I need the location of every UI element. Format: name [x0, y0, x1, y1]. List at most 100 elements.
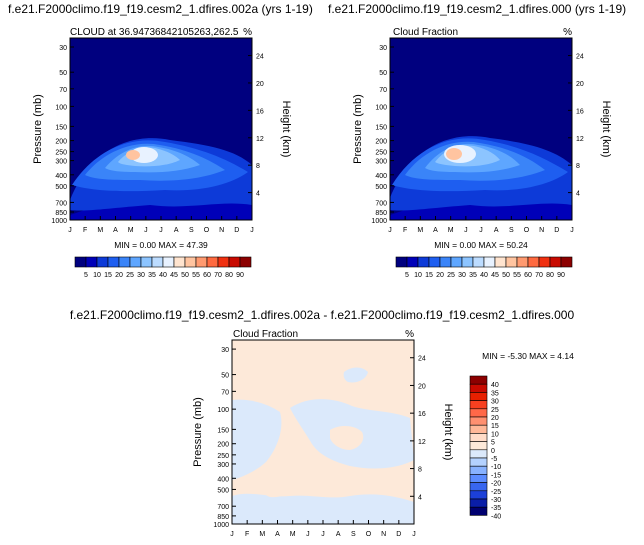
colorbar-label: 60	[524, 272, 532, 279]
x-tick-label: S	[189, 227, 194, 234]
colorbar-label: 70	[214, 272, 222, 279]
y-tick-label: 30	[59, 45, 67, 52]
colorbar-label: 25	[491, 407, 499, 414]
y-tick-label: 1000	[213, 522, 229, 529]
panel1-ylabel-right: Height (km)	[280, 101, 292, 158]
colorbar-box	[461, 256, 474, 268]
y2-tick-label: 24	[256, 54, 264, 61]
colorbar-box	[217, 256, 230, 268]
x-tick-label: N	[539, 227, 544, 234]
colorbar-box	[206, 256, 219, 268]
colorbar-label: -30	[491, 497, 501, 504]
colorbar-box	[85, 256, 98, 268]
y-tick-label: 70	[379, 87, 387, 94]
y-tick-label: 200	[55, 139, 67, 146]
y2-tick-label: 20	[256, 81, 264, 88]
colorbar-box	[450, 256, 463, 268]
colorbar-label: 80	[225, 272, 233, 279]
panel2-ylabel: Pressure (mb)	[352, 94, 364, 164]
y2-tick-label: 20	[418, 383, 426, 390]
y2-tick-label: 24	[576, 54, 584, 61]
colorbar-box	[505, 256, 518, 268]
x-tick-label: J	[306, 531, 310, 538]
y2-tick-label: 12	[418, 439, 426, 446]
colorbar-label: 45	[170, 272, 178, 279]
x-tick-label: N	[219, 227, 224, 234]
panel2-field	[390, 38, 572, 220]
panel2-peak	[446, 148, 462, 160]
x-tick-label: M	[128, 227, 134, 234]
y-tick-label: 50	[221, 373, 229, 380]
y-tick-label: 500	[375, 184, 387, 191]
y-tick-label: 1000	[371, 218, 387, 225]
y2-tick-label: 24	[418, 356, 426, 363]
panel3-ylabel: Pressure (mb)	[192, 397, 204, 467]
panel1-ylabel: Pressure (mb)	[32, 94, 44, 164]
colorbar-box	[483, 256, 496, 268]
colorbar-label: 50	[502, 272, 510, 279]
colorbar-label: -10	[491, 464, 501, 471]
colorbar-box	[469, 506, 488, 516]
colorbar-label: 5	[405, 272, 409, 279]
y-tick-label: 50	[379, 70, 387, 77]
colorbar-box	[469, 416, 488, 426]
y2-tick-label: 20	[576, 81, 584, 88]
panel3-contour	[232, 399, 282, 480]
panel2-colorbar: 5 10 15 20 25 30 35 40 45 50 55 60 70 80 90	[395, 256, 573, 279]
panel2-title: f.e21.F2000climo.f19_f19.cesm2_1.dfires.…	[328, 2, 626, 16]
y-tick-label: 500	[217, 487, 229, 494]
y-tick-label: 150	[375, 124, 387, 131]
colorbar-label: 5	[84, 272, 88, 279]
x-tick-label: M	[448, 227, 454, 234]
colorbar-box	[439, 256, 452, 268]
x-tick-label: O	[366, 531, 372, 538]
colorbar-label: 0	[491, 448, 495, 455]
y-tick-label: 850	[375, 210, 387, 217]
colorbar-box	[406, 256, 419, 268]
x-tick-label: A	[174, 227, 179, 234]
x-tick-label: D	[396, 531, 401, 538]
panel1-title: f.e21.F2000climo.f19_f19.cesm2_1.dfires.…	[8, 2, 313, 16]
colorbar-label: 25	[447, 272, 455, 279]
colorbar-box	[417, 256, 430, 268]
x-tick-label: J	[230, 531, 234, 538]
colorbar-box	[395, 256, 408, 268]
colorbar-box	[549, 256, 562, 268]
colorbar-box	[184, 256, 197, 268]
colorbar-label: 40	[491, 382, 499, 389]
colorbar-label: 10	[93, 272, 101, 279]
colorbar-box	[428, 256, 441, 268]
panel1-subtitle: CLOUD at 36.94736842105263,262.5	[70, 27, 239, 38]
colorbar-label: 55	[513, 272, 521, 279]
colorbar-label: 15	[425, 272, 433, 279]
colorbar-box	[469, 482, 488, 492]
y-tick-label: 250	[55, 150, 67, 157]
panel2-units: %	[563, 27, 572, 38]
colorbar-box	[469, 408, 488, 418]
panel3-ylabel-right: Height (km)	[442, 404, 454, 461]
y-tick-label: 500	[55, 184, 67, 191]
colorbar-label: 60	[203, 272, 211, 279]
x-tick-label: M	[417, 227, 423, 234]
y-tick-label: 300	[375, 159, 387, 166]
y2-tick-label: 4	[576, 191, 580, 198]
colorbar-box	[494, 256, 507, 268]
colorbar-box	[469, 392, 488, 401]
panel3-title: f.e21.F2000climo.f19_f19.cesm2_1.dfires.…	[70, 308, 575, 322]
y-tick-label: 400	[55, 173, 67, 180]
x-tick-label: J	[68, 227, 72, 234]
x-tick-label: J	[570, 227, 574, 234]
y2-tick-label: 16	[418, 411, 426, 418]
x-tick-label: F	[83, 227, 87, 234]
colorbar-box	[469, 375, 488, 385]
colorbar-box	[469, 474, 488, 483]
colorbar-box	[129, 256, 142, 268]
y-tick-label: 100	[217, 407, 229, 414]
colorbar-label: -25	[491, 489, 501, 496]
colorbar-label: 45	[491, 272, 499, 279]
panel3-contour	[232, 493, 414, 524]
y2-tick-label: 12	[256, 136, 264, 143]
colorbar-label: 40	[480, 272, 488, 279]
colorbar-box	[469, 457, 488, 467]
